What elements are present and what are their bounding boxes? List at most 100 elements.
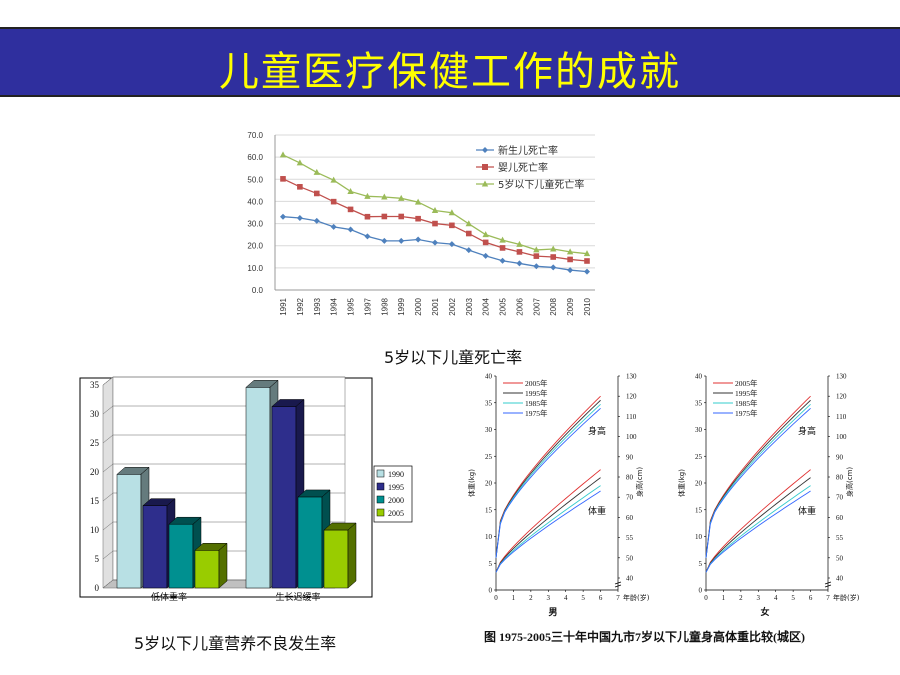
- data-point: [432, 239, 438, 246]
- y-tick-label: 10.0: [247, 264, 263, 273]
- grid-line: [102, 376, 114, 386]
- data-point: [296, 159, 304, 166]
- right-tick-label: 55: [626, 534, 634, 542]
- x-tick-label: 2010: [583, 297, 592, 315]
- right-tick-label: 70: [836, 494, 844, 502]
- legend-label: 2005年: [525, 378, 548, 388]
- legend-label: 1975年: [735, 408, 758, 418]
- axis-break: [824, 581, 832, 585]
- x-category-label: 低体重率: [151, 591, 187, 603]
- right-tick-label: 70: [626, 494, 634, 502]
- right-axis-label: 身高(cm): [635, 467, 644, 497]
- legend-label: 1985年: [525, 398, 548, 408]
- data-point: [550, 264, 557, 271]
- x-tick-label: 7: [616, 594, 620, 602]
- x-tick-label: 6: [599, 594, 603, 602]
- x-tick-label: 2: [529, 594, 533, 602]
- left-tick-label: 30: [485, 426, 493, 434]
- height-curve: [705, 403, 811, 558]
- x-category-label: 生长迟缓率: [275, 591, 320, 603]
- legend-label: 1990: [388, 470, 404, 479]
- x-tick-label: 0: [494, 594, 498, 602]
- x-tick-label: 2003: [465, 297, 474, 315]
- bar-front: [116, 474, 142, 589]
- legend-label: 婴儿死亡率: [498, 161, 548, 174]
- bar-front: [297, 496, 323, 589]
- left-axis-label: 体重(kg): [677, 469, 686, 497]
- data-point: [313, 168, 320, 175]
- left-tick-label: 20: [695, 480, 703, 488]
- x-tick-label: 3: [757, 594, 761, 602]
- right-tick-label: 120: [626, 393, 637, 401]
- data-point: [381, 193, 388, 200]
- data-point: [279, 151, 287, 158]
- weight-curve: [705, 477, 811, 573]
- x-tick-label: 1997: [363, 297, 372, 315]
- data-point: [398, 213, 405, 220]
- bar-front: [168, 523, 194, 589]
- weight-curve-label: 体重: [588, 505, 606, 517]
- data-point: [465, 220, 472, 227]
- malnutrition-caption: 5岁以下儿童营养不良发生率: [134, 634, 337, 653]
- left-tick-label: 25: [485, 453, 493, 461]
- data-point: [297, 184, 303, 190]
- height-curve: [495, 403, 601, 558]
- height-curve: [705, 395, 811, 558]
- x-unit-label: 年龄(岁): [833, 593, 860, 602]
- data-point: [482, 252, 489, 259]
- legend-swatch: [376, 482, 385, 491]
- data-point: [296, 215, 303, 222]
- y-tick-label: 0.0: [252, 286, 264, 295]
- panel-label: 男: [548, 607, 557, 618]
- left-tick-label: 20: [485, 480, 493, 488]
- data-point: [550, 254, 557, 260]
- data-point: [330, 198, 337, 205]
- legend-label: 新生儿死亡率: [498, 144, 558, 157]
- x-tick-label: 0: [704, 594, 708, 602]
- left-axis-label: 体重(kg): [467, 469, 476, 497]
- y-tick-label: 35: [90, 380, 100, 390]
- y-tick-label: 20: [90, 467, 100, 477]
- x-tick-label: 2006: [515, 297, 524, 315]
- slide-title: 儿童医疗保健工作的成就: [219, 49, 681, 95]
- y-tick-label: 70.0: [247, 131, 263, 140]
- x-unit-label: 年龄(岁): [623, 593, 650, 602]
- weight-curve: [705, 469, 811, 573]
- height-curve: [705, 407, 811, 558]
- weight-curve: [495, 485, 601, 573]
- data-point: [313, 190, 320, 197]
- axis-break: [614, 584, 622, 588]
- right-tick-label: 130: [626, 373, 637, 381]
- weight-curve: [705, 485, 811, 573]
- left-tick-label: 40: [695, 373, 703, 381]
- left-tick-label: 0: [489, 587, 493, 595]
- right-tick-label: 55: [836, 534, 844, 542]
- grid-line: [102, 463, 114, 473]
- data-point: [398, 237, 405, 244]
- x-tick-label: 2000: [414, 297, 423, 315]
- data-point: [280, 213, 286, 220]
- x-tick-label: 5: [581, 594, 585, 602]
- x-tick-label: 1993: [313, 297, 322, 315]
- x-tick-label: 6: [809, 594, 813, 602]
- data-point: [313, 217, 320, 224]
- legend-swatch: [376, 508, 385, 517]
- legend-label: 2005: [388, 509, 404, 518]
- grid-line: [102, 521, 114, 531]
- data-point: [280, 176, 286, 182]
- legend-swatch: [376, 469, 385, 478]
- height-curve-label: 身高: [798, 425, 816, 437]
- weight-curve-label: 体重: [798, 505, 816, 517]
- data-point: [448, 209, 456, 216]
- y-tick-label: 30: [90, 409, 100, 419]
- right-tick-label: 60: [836, 514, 844, 522]
- data-point: [482, 231, 489, 238]
- data-point: [381, 213, 388, 220]
- legend-label: 1975年: [525, 408, 548, 418]
- x-tick-label: 2005: [499, 297, 508, 315]
- bar-front: [323, 529, 349, 589]
- data-point: [347, 226, 354, 233]
- y-tick-label: 10: [90, 525, 100, 535]
- right-tick-label: 90: [626, 453, 634, 461]
- height-curve: [495, 395, 601, 558]
